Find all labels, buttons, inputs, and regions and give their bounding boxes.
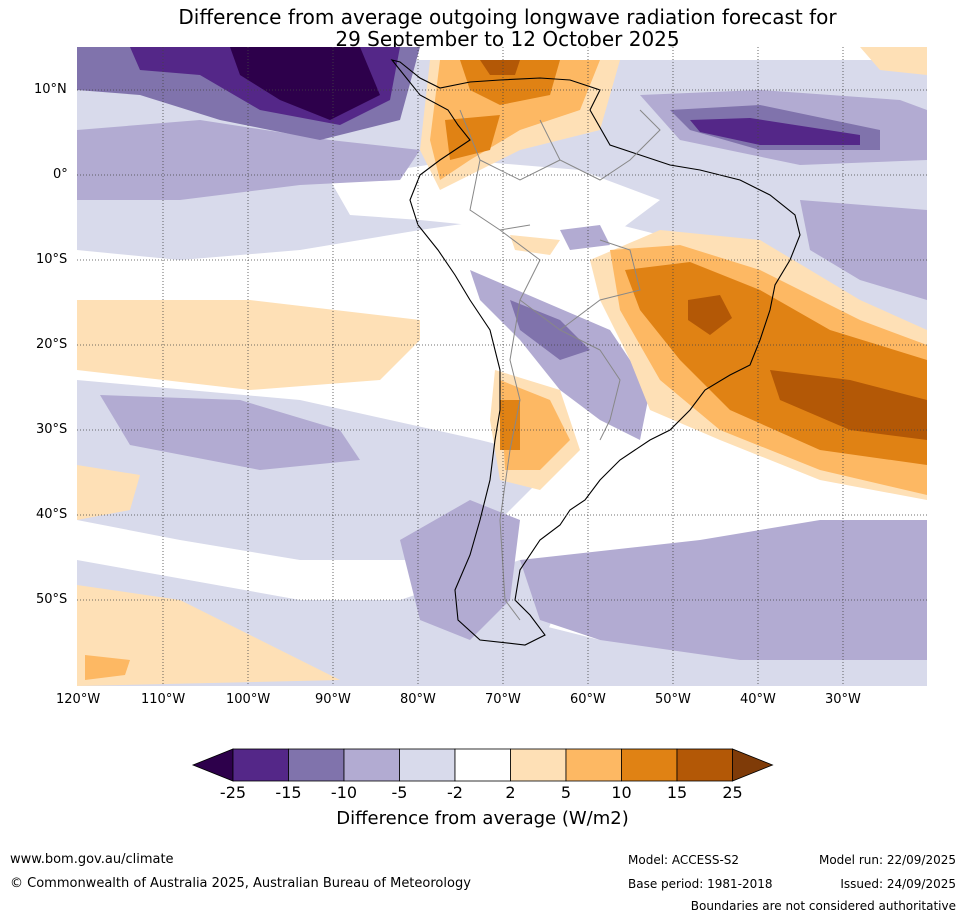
- lon-label-60w: 60°W: [570, 692, 606, 707]
- colorbar-tick-label: 25: [722, 783, 743, 802]
- disclaimer-text: Boundaries are not considered authoritat…: [690, 899, 956, 913]
- colorbar-tick-label: 5: [560, 783, 572, 802]
- lat-label-20s: 20°S: [36, 337, 68, 352]
- base-period-text: Base period: 1981-2018: [628, 877, 773, 891]
- lat-label-30s: 30°S: [36, 422, 68, 437]
- colorbar-tick-label: -25: [219, 783, 247, 802]
- model-text: Model: ACCESS-S2: [628, 853, 740, 867]
- colorbar-tick-label: -2: [447, 783, 463, 802]
- colorbar-segment: [343, 748, 400, 782]
- colorbar-segment: [399, 748, 456, 782]
- lat-label-0: 0°: [53, 167, 68, 182]
- lon-label-70w: 70°W: [485, 692, 521, 707]
- lon-label-120w: 120°W: [56, 692, 101, 707]
- map-gridlines: [77, 47, 927, 686]
- map-title-line-2: 29 September to 12 October 2025: [335, 27, 680, 51]
- colorbar-tick-label: -10: [330, 783, 358, 802]
- lon-label-90w: 90°W: [315, 692, 351, 707]
- lat-label-40s: 40°S: [36, 507, 68, 522]
- colorbar-segment: [565, 748, 622, 782]
- lat-label-10s: 10°S: [36, 252, 68, 267]
- colorbar-tick-label: 10: [611, 783, 632, 802]
- colorbar-arrow-low: [191, 748, 234, 782]
- copyright-text: © Commonwealth of Australia 2025, Austra…: [10, 876, 471, 891]
- lat-label-50s: 50°S: [36, 592, 68, 607]
- website-text: www.bom.gov.au/climate: [10, 852, 174, 867]
- colorbar-title: Difference from average (W/m2): [336, 808, 629, 829]
- issued-text: Issued: 24/09/2025: [840, 877, 956, 891]
- colorbar-arrow-high: [732, 748, 774, 782]
- lon-label-100w: 100°W: [226, 692, 271, 707]
- lon-label-80w: 80°W: [400, 692, 436, 707]
- lat-label-10n: 10°N: [34, 82, 67, 97]
- colorbar-segment: [621, 748, 678, 782]
- colorbar-segment: [288, 748, 345, 782]
- anomaly-field: [77, 47, 927, 686]
- model-run-text: Model run: 22/09/2025: [818, 853, 956, 867]
- map-title-line-1: Difference from average outgoing longwav…: [178, 5, 837, 29]
- colorbar-segment: [510, 748, 567, 782]
- colorbar-segment: [232, 748, 289, 782]
- south-america-coastline: [390, 59, 801, 646]
- colorbar-segment: [676, 748, 733, 782]
- lon-label-50w: 50°W: [655, 692, 691, 707]
- lon-label-40w: 40°W: [740, 692, 776, 707]
- colorbar-tick-label: 2: [505, 783, 516, 802]
- colorbar-segment: [454, 748, 511, 782]
- lon-label-30w: 30°W: [825, 692, 861, 707]
- colorbar: [191, 748, 774, 782]
- lon-label-110w: 110°W: [141, 692, 186, 707]
- colorbar-tick-label: 15: [666, 783, 688, 802]
- colorbar-tick-label: -15: [275, 783, 302, 802]
- colorbar-tick-label: -5: [391, 783, 408, 802]
